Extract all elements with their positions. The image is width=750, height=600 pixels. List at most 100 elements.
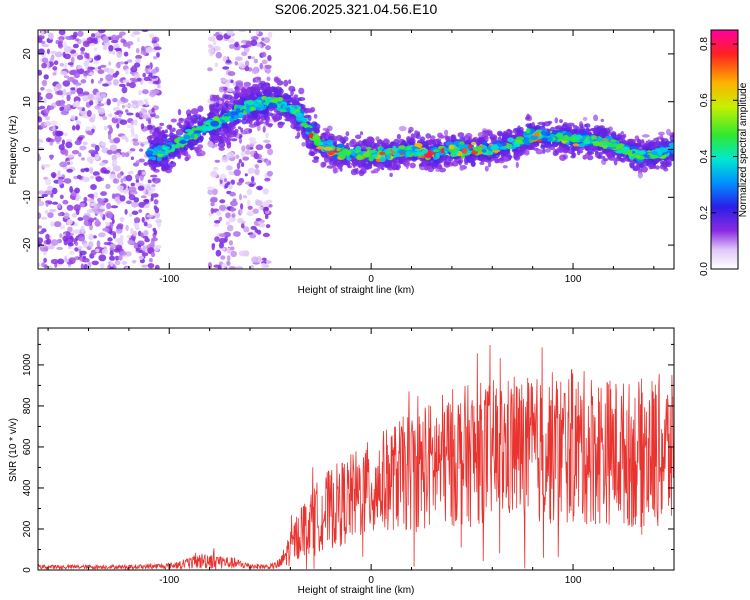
spectrogram-cell: [105, 183, 111, 190]
spectrogram-cell: [140, 50, 147, 55]
spectrogram-cell: [115, 244, 123, 251]
spectrogram-cell: [406, 136, 411, 142]
spectrogram-cell: [250, 39, 258, 47]
spectrogram-cell: [41, 57, 49, 64]
spectrogram-cell: [154, 211, 161, 219]
spectrogram-cell: [107, 237, 113, 242]
spectrogram-cell: [129, 148, 136, 152]
spectrogram-cell: [115, 62, 121, 68]
spectrogram-cell: [433, 149, 440, 153]
spectrogram-cell: [66, 204, 74, 211]
spectrogram-cell: [659, 164, 668, 170]
spectrogram-cell: [144, 198, 150, 205]
spectrogram-cell: [125, 109, 129, 113]
spectrogram-cell: [245, 40, 252, 48]
spectrogram-cell: [174, 138, 180, 144]
spectrogram-cell: [582, 116, 588, 122]
spectrogram-cell: [135, 160, 140, 165]
spectrogram-cell: [246, 188, 253, 196]
spectrogram-cell: [498, 157, 505, 162]
spectrogram-cell: [263, 102, 270, 106]
spectrogram-cell: [138, 209, 143, 213]
spectrogram-cell: [109, 173, 117, 180]
spectrogram-cell: [291, 117, 296, 125]
spectrogram-cell: [226, 181, 231, 185]
spectrogram-cell: [121, 98, 129, 103]
spectrogram-cell: [77, 30, 84, 37]
spectrogram-cell: [112, 178, 120, 184]
spectrogram-cell: [82, 95, 89, 102]
spectrogram-cell: [425, 133, 432, 139]
spectrogram-cell: [150, 196, 154, 202]
spectrogram-cell: [582, 130, 588, 136]
spectrogram-cell: [116, 173, 122, 179]
spectrogram-cell: [468, 144, 473, 149]
spectrogram-cell: [592, 140, 600, 147]
spectrogram-cell: [247, 170, 252, 174]
spectrogram-cell: [79, 145, 87, 151]
spectrogram-cell: [603, 148, 610, 154]
snr-y-tick-label: 800: [22, 397, 33, 414]
spectrogram-cell: [157, 150, 166, 155]
spectrogram-cell: [86, 130, 93, 135]
spectrogram-cell: [210, 120, 220, 127]
spectrogram-cell: [108, 61, 112, 66]
spectrogram-cell: [97, 107, 106, 115]
spectrogram-cell: [338, 163, 343, 168]
spectrogram-cell: [146, 223, 153, 229]
spectrogram-cell: [140, 232, 144, 238]
spectrogram-cell: [156, 144, 162, 151]
spectrogram-cell: [53, 60, 59, 65]
spectrogram-cell: [264, 206, 269, 212]
colorbar-label: Normalized spectral amplitude: [738, 82, 749, 217]
spectrogram-cell: [210, 202, 215, 207]
colorbar-tick-label: 0.8: [699, 37, 710, 51]
spectrogram-cell: [259, 86, 264, 91]
spectrogram-cell: [228, 240, 233, 246]
spectrogram-cell: [221, 263, 228, 269]
spectrogram-cell: [222, 128, 228, 133]
spectrogram-cell: [88, 72, 94, 76]
spectrogram-cell: [606, 151, 613, 159]
spectrogram-cell: [38, 212, 42, 220]
spectrogram-cell: [207, 36, 216, 42]
spectrogram-cell: [253, 121, 262, 126]
spectrogram-cell: [151, 89, 160, 94]
spectrogram-cell: [64, 255, 68, 263]
spectrogram-cell: [617, 143, 625, 148]
spectrogram-cell: [76, 174, 82, 180]
spectrogram-cell: [49, 154, 54, 161]
spectrogram-cell: [371, 154, 379, 158]
spectrogram-cell: [258, 103, 264, 108]
spectrogram-cell: [229, 191, 236, 197]
spectrogram-cell: [235, 266, 244, 269]
spectrogram-cell: [140, 107, 146, 114]
spectrogram-cell: [490, 145, 500, 151]
spectrogram-cell: [227, 38, 235, 43]
spectrogram-cell: [141, 171, 146, 176]
spectrogram-cell: [83, 60, 90, 67]
spectrogram-cell: [57, 212, 63, 217]
spectrogram-cell: [93, 217, 97, 221]
spectrogram-cell: [148, 258, 153, 263]
spectrogram-cell: [135, 173, 140, 180]
spectrogram-cell: [214, 159, 220, 163]
spectrogram-cell: [127, 43, 131, 49]
spectrogram-cell: [145, 46, 153, 54]
spectrogram-cell: [597, 147, 602, 151]
spectrogram-cell: [51, 201, 59, 205]
spectrogram-cell: [629, 160, 635, 168]
spectrogram-cell: [429, 135, 436, 139]
spectrogram-cell: [266, 170, 273, 177]
spectrogram-cell: [502, 165, 508, 169]
spectrogram-cell: [94, 105, 101, 110]
spectrogram-cell: [218, 242, 224, 249]
spectrogram-cell: [50, 193, 54, 198]
spectrogram-cell: [146, 124, 153, 130]
spectrogram-cell: [141, 264, 148, 268]
spectrogram-cell: [535, 149, 544, 155]
spectrogram-cell: [76, 65, 82, 70]
spectrogram-cell: [525, 128, 531, 134]
spectrogram-cell: [94, 144, 100, 152]
spectrogram-cell: [110, 34, 118, 42]
